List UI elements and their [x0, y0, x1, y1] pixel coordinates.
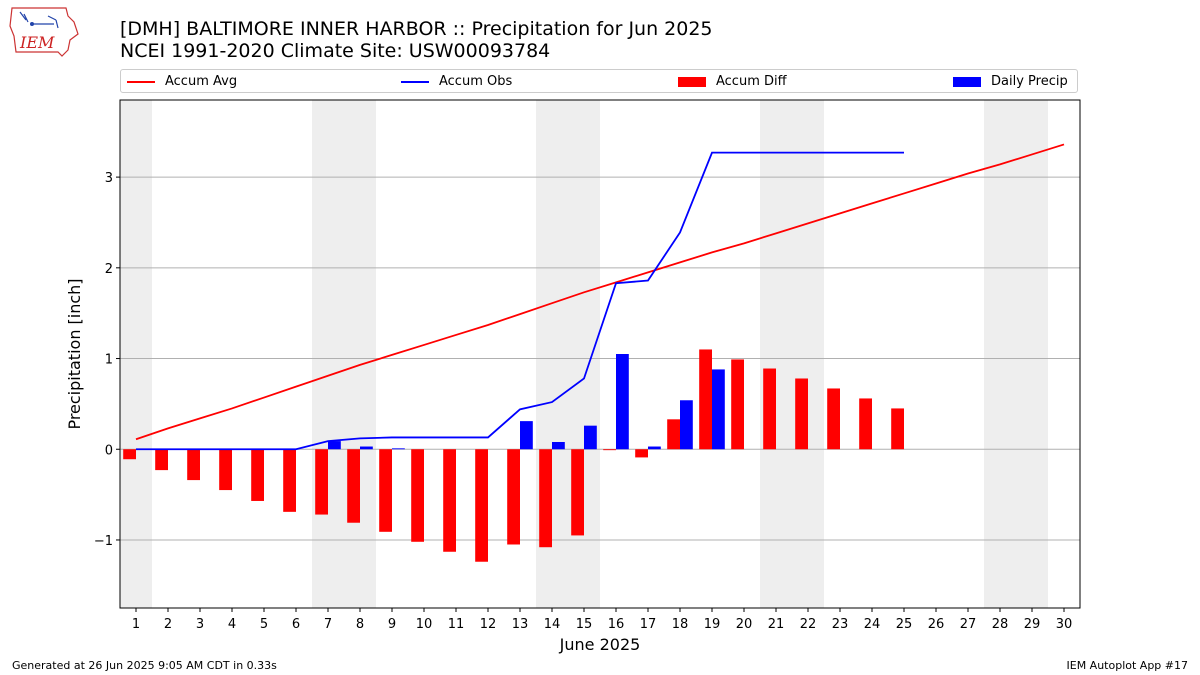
x-tick-label: 27: [960, 617, 977, 632]
y-tick-label: 3: [105, 171, 113, 186]
accum-diff-bar: [891, 408, 904, 450]
accum-diff-bar: [315, 449, 328, 515]
legend-label-accum-obs: Accum Obs: [439, 74, 513, 89]
x-tick-label: 3: [196, 617, 204, 632]
accum-obs-line: [136, 151, 904, 451]
x-axis-label: June 2025: [559, 635, 641, 654]
daily-precip-bar: [584, 425, 597, 450]
footer-generated: Generated at 26 Jun 2025 9:05 AM CDT in …: [12, 659, 277, 672]
daily-precip-bar: [616, 354, 629, 450]
accum-diff-bar: [379, 449, 392, 532]
accum-diff-bar: [763, 368, 776, 450]
accum-diff-bar: [187, 449, 200, 481]
accum-diff-bar: [251, 449, 264, 501]
daily-precip-bar: [552, 441, 565, 450]
x-tick-label: 1: [132, 617, 140, 632]
accum-diff-bar: [539, 449, 552, 548]
x-tick-label: 26: [928, 617, 945, 632]
daily-precip-bar: [328, 441, 341, 450]
daily-precip-bar: [680, 400, 693, 450]
legend-label-accum-diff: Accum Diff: [716, 74, 787, 89]
accum-diff-bar: [571, 449, 584, 536]
daily-precip-bar: [648, 446, 661, 450]
accum-diff-bar: [603, 449, 616, 451]
accum-diff-bar: [219, 449, 232, 491]
legend-label-daily-precip: Daily Precip: [991, 74, 1068, 89]
x-tick-label: 9: [388, 617, 396, 632]
accum-diff-bar: [347, 449, 360, 523]
accum-diff-bar: [795, 378, 808, 450]
x-tick-label: 23: [832, 617, 849, 632]
chart-title: [DMH] BALTIMORE INNER HARBOR :: Precipit…: [120, 18, 713, 40]
x-tick-label: 7: [324, 617, 332, 632]
legend-accum-diff: Accum Diff: [678, 74, 787, 89]
x-tick-label: 19: [704, 617, 721, 632]
legend-accum-avg: Accum Avg: [127, 74, 237, 89]
x-tick-label: 30: [1056, 617, 1073, 632]
accum-diff-bar: [123, 449, 136, 460]
y-tick-label: 2: [105, 262, 113, 277]
weekend-band: [760, 100, 824, 608]
y-axis-label: Precipitation [inch]: [65, 278, 84, 429]
x-tick-label: 16: [608, 617, 625, 632]
accum-diff-bar: [699, 349, 712, 450]
footer-app: IEM Autoplot App #17: [1066, 659, 1189, 672]
x-tick-label: 12: [480, 617, 497, 632]
chart-subtitle: NCEI 1991-2020 Climate Site: USW00093784: [120, 40, 551, 62]
x-tick-label: 25: [896, 617, 913, 632]
legend-swatch-accum-obs: [401, 80, 429, 83]
x-tick-label: 29: [1024, 617, 1041, 632]
iem-logo: IEM: [9, 7, 79, 57]
x-tick-label: 24: [864, 617, 881, 632]
chart-legend: Accum Avg Accum Obs Accum Diff Daily Pre…: [120, 69, 1078, 93]
accum-diff-bar: [827, 388, 840, 450]
accum-diff-bar: [859, 398, 872, 450]
accum-diff-bar: [283, 449, 296, 512]
daily-precip-bar: [360, 446, 373, 450]
logo-text: IEM: [19, 33, 55, 52]
x-tick-label: 2: [164, 617, 172, 632]
x-tick-label: 8: [356, 617, 364, 632]
legend-swatch-accum-avg: [127, 80, 155, 83]
plot-frame: [119, 99, 1081, 609]
x-tick-label: 5: [260, 617, 268, 632]
y-tick-label: 1: [105, 353, 113, 368]
y-tick-label: 0: [105, 443, 113, 458]
daily-precip-bar: [712, 369, 725, 450]
x-tick-label: 11: [448, 617, 465, 632]
x-tick-label: 14: [544, 617, 561, 632]
legend-daily-precip: Daily Precip: [953, 74, 1068, 89]
daily-precip-bar: [520, 421, 533, 450]
accum-diff-bar: [155, 449, 168, 471]
accum-diff-bar: [443, 449, 456, 552]
x-tick-label: 10: [416, 617, 433, 632]
y-tick-label: −1: [94, 534, 113, 549]
daily-precip-bar: [392, 448, 405, 450]
x-tick-label: 13: [512, 617, 529, 632]
weekend-band: [120, 100, 152, 608]
x-tick-label: 15: [576, 617, 593, 632]
legend-label-accum-avg: Accum Avg: [165, 74, 238, 89]
legend-swatch-daily-precip: [953, 76, 981, 87]
accum-diff-bar: [731, 359, 744, 450]
accum-diff-bar: [411, 449, 424, 542]
x-tick-label: 4: [228, 617, 236, 632]
weekend-band: [312, 100, 376, 608]
accum-diff-bar: [475, 449, 488, 562]
legend-swatch-accum-diff: [678, 76, 706, 87]
x-tick-label: 21: [768, 617, 785, 632]
x-tick-label: 22: [800, 617, 817, 632]
x-tick-label: 28: [992, 617, 1009, 632]
accum-avg-line: [135, 143, 1065, 441]
x-tick-label: 18: [672, 617, 689, 632]
x-tick-label: 20: [736, 617, 753, 632]
accum-diff-bar: [507, 449, 520, 545]
weekend-band: [984, 100, 1048, 608]
legend-accum-obs: Accum Obs: [401, 74, 512, 89]
accum-diff-bar: [635, 449, 648, 458]
x-tick-label: 6: [292, 617, 300, 632]
x-tick-label: 17: [640, 617, 657, 632]
accum-diff-bar: [667, 419, 680, 450]
